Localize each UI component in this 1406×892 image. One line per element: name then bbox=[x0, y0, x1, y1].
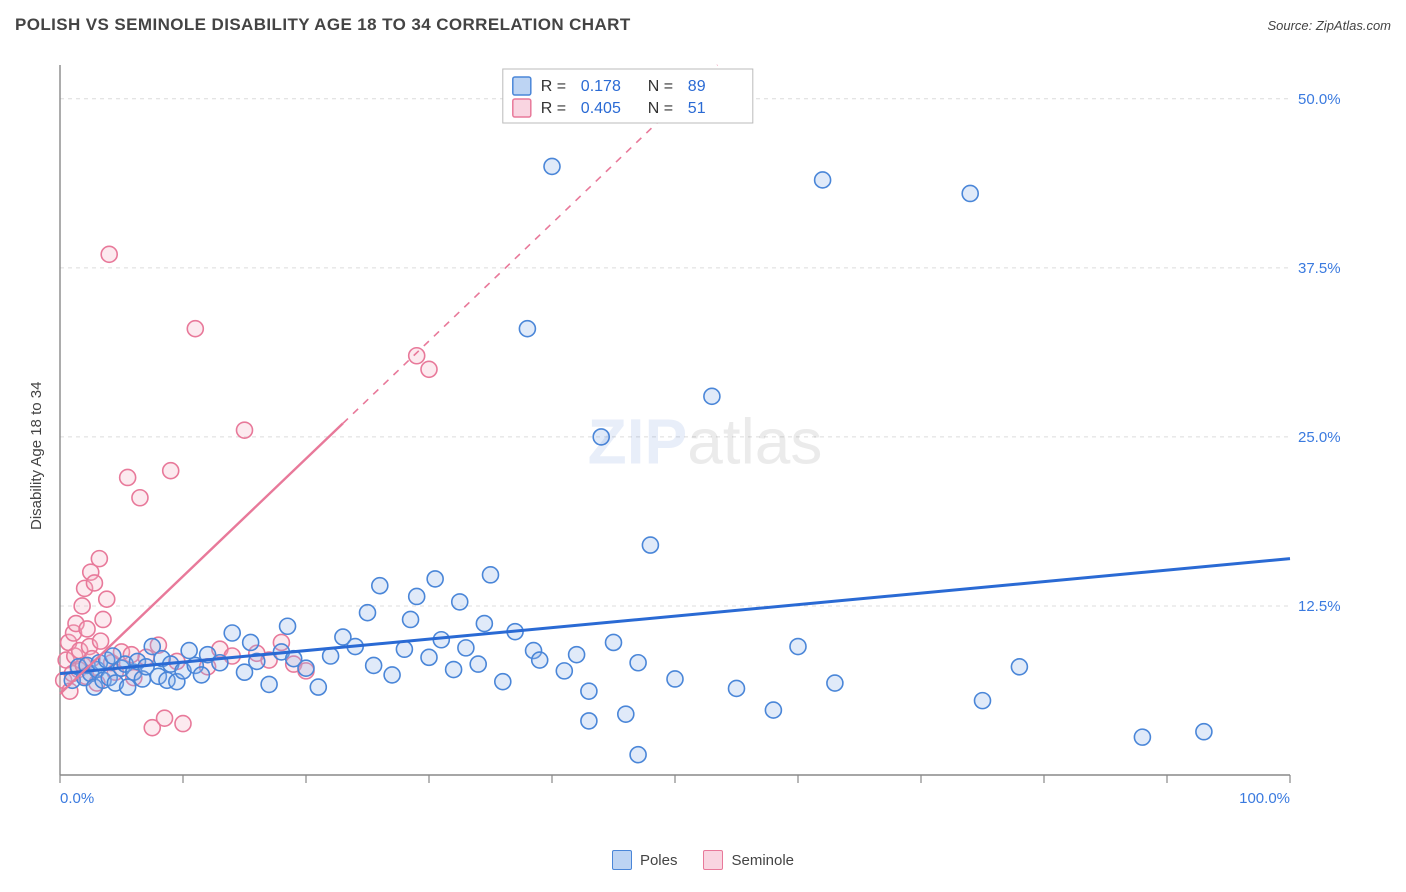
legend-bottom: Poles Seminole bbox=[0, 850, 1406, 870]
svg-text:0.0%: 0.0% bbox=[60, 790, 94, 807]
legend-swatch-poles bbox=[612, 850, 632, 870]
svg-text:12.5%: 12.5% bbox=[1298, 598, 1341, 615]
svg-text:50.0%: 50.0% bbox=[1298, 91, 1341, 108]
plot-area: 12.5% 25.0% 37.5% 50.0% 0.0% 100.0% R = 0.178 N … bbox=[50, 55, 1360, 835]
svg-text:37.5%: 37.5% bbox=[1298, 260, 1341, 277]
svg-text:0.178: 0.178 bbox=[581, 78, 621, 95]
chart-svg: 12.5% 25.0% 37.5% 50.0% 0.0% 100.0% R = 0.178 N … bbox=[50, 55, 1360, 835]
source-label: Source: ZipAtlas.com bbox=[1267, 18, 1391, 33]
svg-text:100.0%: 100.0% bbox=[1239, 790, 1290, 807]
svg-text:51: 51 bbox=[688, 100, 706, 117]
legend-label-seminole: Seminole bbox=[731, 852, 794, 869]
y-axis-label: Disability Age 18 to 34 bbox=[28, 382, 45, 530]
svg-text:25.0%: 25.0% bbox=[1298, 429, 1341, 446]
svg-text:0.405: 0.405 bbox=[581, 100, 621, 117]
svg-text:N =: N = bbox=[648, 78, 673, 95]
svg-text:89: 89 bbox=[688, 78, 706, 95]
chart-title: POLISH VS SEMINOLE DISABILITY AGE 18 TO … bbox=[15, 15, 631, 35]
svg-text:R =: R = bbox=[541, 78, 566, 95]
legend-swatch-seminole bbox=[703, 850, 723, 870]
svg-text:R =: R = bbox=[541, 100, 566, 117]
legend-label-poles: Poles bbox=[640, 852, 678, 869]
svg-text:N =: N = bbox=[648, 100, 673, 117]
legend-item-seminole: Seminole bbox=[703, 850, 794, 870]
legend-item-poles: Poles bbox=[612, 850, 678, 870]
